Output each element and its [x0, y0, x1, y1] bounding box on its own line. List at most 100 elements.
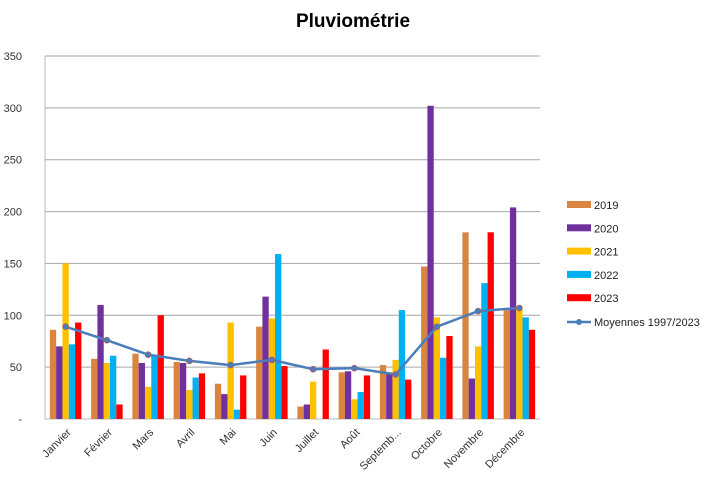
bar-2020-Septemb...	[386, 373, 393, 419]
average-point	[474, 307, 482, 315]
x-tick-label: Juin	[257, 427, 280, 450]
average-point	[433, 323, 441, 330]
y-tick-label: 250	[4, 155, 22, 167]
chart-title: Pluviométrie	[296, 11, 410, 32]
bar-2019-Mars	[132, 353, 139, 419]
x-tick-label: Septemb...	[358, 427, 404, 473]
bar-2020-Décembre	[509, 207, 517, 419]
average-point	[62, 323, 69, 330]
bar-2019-Septemb...	[379, 365, 387, 419]
y-tick-label: 150	[4, 258, 22, 270]
legend-swatch-2020	[567, 224, 591, 232]
bar-2021-Décembre	[516, 306, 523, 419]
average-point	[309, 365, 317, 373]
bar-2023-Août	[363, 375, 371, 419]
x-tick-label: Avril	[174, 427, 197, 450]
bar-2021-Novembre	[474, 346, 482, 419]
bar-2023-Juin	[281, 366, 288, 419]
bar-2019-Juillet	[297, 406, 304, 419]
bar-2023-Février	[116, 404, 123, 419]
bar-2019-Août	[338, 372, 345, 419]
bar-2019-Février	[91, 358, 98, 419]
bar-2020-Juillet	[303, 404, 310, 419]
bar-2021-Juin	[268, 318, 276, 419]
average-point	[392, 371, 399, 378]
bar-2020-Mars	[138, 362, 145, 419]
bar-2020-Mai	[221, 394, 228, 419]
bar-2019-Décembre	[503, 310, 510, 419]
legend-label: 2023	[594, 293, 618, 305]
y-tick-label: 200	[4, 207, 22, 219]
bar-2019-Juin	[256, 326, 263, 419]
y-tick-label: -	[18, 414, 22, 426]
legend-label: 2021	[594, 247, 618, 259]
bar-2021-Mars	[144, 386, 152, 419]
x-tick-label: Juillet	[293, 427, 321, 455]
bar-2023-Avril	[198, 373, 206, 419]
legend-label: 2019	[594, 200, 618, 212]
bar-2021-Janvier	[62, 263, 69, 419]
bar-2020-Août	[344, 371, 352, 419]
bar-2022-Mai	[233, 409, 241, 419]
average-point	[268, 356, 276, 364]
bar-2021-Février	[103, 362, 111, 419]
bar-2023-Mars	[157, 315, 164, 419]
legend-label: 2022	[594, 270, 618, 282]
average-point	[144, 351, 152, 358]
bar-2020-Octobre	[427, 105, 434, 419]
bar-2022-Avril	[192, 377, 199, 419]
x-tick-label: Janvier	[40, 426, 74, 460]
bar-2022-Juin	[275, 254, 282, 419]
average-point	[516, 304, 523, 312]
bar-2021-Avril	[186, 389, 193, 419]
bar-2023-Septemb...	[405, 379, 412, 419]
legend-label: Moyennes 1997/2023	[594, 317, 700, 329]
x-tick-label: Février	[82, 426, 115, 459]
legend-swatch-2019	[567, 201, 591, 208]
average-point	[227, 361, 234, 369]
bar-2019-Mai	[214, 383, 222, 419]
bar-2020-Avril	[179, 362, 187, 419]
y-tick-label: 300	[4, 103, 22, 115]
bar-2020-Février	[97, 304, 104, 419]
bar-2023-Janvier	[75, 322, 82, 419]
bar-2023-Décembre	[528, 329, 536, 419]
average-point	[103, 336, 111, 344]
bar-2020-Novembre	[468, 378, 475, 419]
bar-2019-Novembre	[462, 232, 469, 419]
x-tick-label: Mars	[130, 426, 156, 452]
x-tick-label: Décembre	[483, 427, 527, 471]
bar-2022-Février	[110, 355, 117, 419]
y-tick-label: 100	[4, 310, 22, 322]
x-tick-label: Mai	[218, 427, 239, 448]
bar-2020-Juin	[262, 296, 269, 419]
bar-2021-Août	[351, 399, 358, 419]
bar-2021-Mai	[227, 322, 234, 419]
bar-2023-Juillet	[322, 349, 329, 419]
legend-swatch-2021	[567, 247, 591, 255]
x-tick-label: Octobre	[409, 427, 445, 463]
bar-2021-Juillet	[309, 381, 317, 419]
bar-2022-Août	[357, 392, 364, 419]
legend-line-marker	[576, 319, 582, 325]
bar-2022-Septemb...	[398, 310, 406, 419]
bar-2023-Octobre	[446, 336, 453, 419]
legend-swatch-2023	[567, 294, 591, 302]
average-point	[186, 357, 193, 365]
bar-2022-Novembre	[481, 283, 488, 419]
bar-2021-Octobre	[433, 317, 441, 419]
bar-2019-Janvier	[49, 329, 57, 419]
bar-2022-Octobre	[440, 357, 447, 419]
y-tick-label: 350	[4, 51, 22, 63]
legend-swatch-2022	[567, 270, 591, 278]
bar-2023-Mai	[240, 375, 247, 419]
x-tick-label: Août	[338, 427, 362, 451]
bar-2021-Septemb...	[392, 359, 399, 419]
legend-label: 2020	[594, 223, 618, 235]
y-tick-label: 50	[10, 362, 22, 374]
bar-2022-Mars	[151, 355, 158, 419]
average-line	[65, 306, 520, 376]
bar-2022-Janvier	[68, 344, 76, 419]
